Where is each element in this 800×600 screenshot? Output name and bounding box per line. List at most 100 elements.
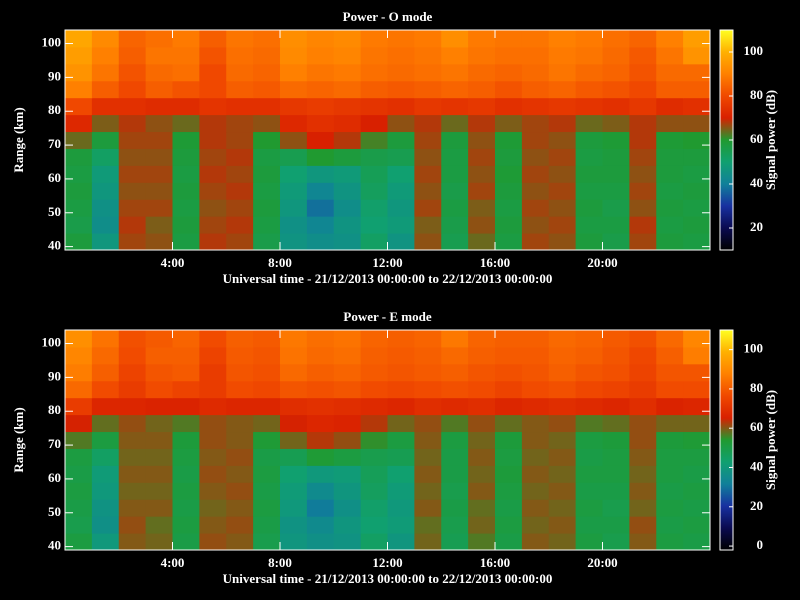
heatmap-cell [226, 499, 254, 517]
heatmap-cell [360, 114, 388, 133]
heatmap-cell [65, 30, 93, 48]
heatmap-cell [199, 414, 227, 433]
heatmap-cell [172, 380, 200, 399]
heatmap-cell [602, 165, 630, 183]
heatmap-cell [280, 182, 308, 200]
heatmap-cell [683, 30, 711, 48]
heatmap-cell [521, 482, 550, 500]
colorbar-tick-label: 0 [757, 537, 764, 552]
heatmap-cell [468, 216, 496, 234]
heatmap-cell [253, 30, 281, 48]
heatmap-cell [360, 131, 388, 149]
heatmap-cell [333, 346, 362, 365]
heatmap-cell [306, 516, 335, 534]
heatmap-cell [199, 199, 227, 217]
heatmap-cell [414, 330, 442, 348]
heatmap-cell [118, 346, 147, 365]
heatmap-cell [387, 516, 415, 534]
heatmap-cell [495, 63, 523, 82]
heatmap-cell [172, 499, 200, 517]
heatmap-cell [575, 80, 603, 99]
heatmap-cell [253, 199, 281, 217]
heatmap-cell [280, 380, 308, 399]
heatmap-cell [656, 330, 684, 348]
heatmap-cell [441, 233, 469, 251]
heatmap-cell [387, 482, 415, 500]
heatmap-cell [521, 499, 550, 517]
heatmap-cell [65, 533, 93, 551]
heatmap-cell [602, 330, 630, 348]
heatmap-cell [360, 330, 388, 348]
heatmap-cell [360, 199, 388, 217]
y-tick-label: 50 [48, 504, 61, 519]
heatmap-cell [253, 516, 281, 534]
heatmap-cell [495, 199, 523, 217]
heatmap-cell [65, 46, 93, 65]
heatmap-cell [172, 165, 200, 183]
heatmap-cell [226, 199, 254, 217]
heatmap-cell [575, 216, 603, 234]
heatmap-cell [575, 63, 603, 82]
heatmap-cell [172, 63, 200, 82]
heatmap-cell [656, 448, 684, 466]
heatmap-cell [683, 148, 711, 166]
heatmap-cell [414, 380, 442, 399]
heatmap-cell [602, 63, 630, 82]
heatmap-cell [575, 182, 603, 200]
heatmap-cell [414, 499, 442, 517]
heatmap-cell [602, 80, 630, 99]
heatmap-cell [575, 346, 603, 365]
heatmap-cell [333, 448, 362, 466]
heatmap-cell [253, 346, 281, 365]
heatmap-cell [602, 516, 630, 534]
chart-title: Power - E mode [343, 309, 431, 324]
y-tick-label: 60 [48, 470, 61, 485]
heatmap-cell [226, 182, 254, 200]
heatmap-cell [360, 414, 388, 433]
heatmap-cell [521, 63, 550, 82]
heatmap-cell [172, 131, 200, 149]
heatmap-cell [253, 363, 281, 382]
heatmap-cell [629, 114, 657, 133]
heatmap-cell [118, 233, 147, 251]
heatmap-cell [441, 465, 469, 483]
heatmap-cell [333, 148, 362, 166]
y-tick-label: 70 [48, 136, 61, 151]
heatmap-cell [280, 114, 308, 133]
heatmap-cell [656, 63, 684, 82]
heatmap-cell [414, 63, 442, 82]
heatmap-cell [145, 482, 173, 500]
heatmap-cell [548, 114, 577, 133]
heatmap-cell [172, 330, 200, 348]
heatmap-cell [441, 499, 469, 517]
heatmap-cell [683, 131, 711, 149]
heatmap-cell [333, 114, 362, 133]
heatmap-cell [172, 346, 200, 365]
colorbar-tick-label: 20 [750, 498, 763, 513]
heatmap-cell [387, 414, 415, 433]
heatmap-cell [441, 114, 469, 133]
heatmap-cell [226, 148, 254, 166]
heatmap-cell [91, 346, 120, 365]
heatmap-cell [441, 533, 469, 551]
heatmap-cell [145, 516, 173, 534]
heatmap-cell [683, 482, 711, 500]
heatmap-cell [548, 80, 577, 99]
heatmap-cell [441, 346, 469, 365]
x-tick-label: 8:00 [268, 255, 292, 270]
heatmap-cell [414, 148, 442, 166]
heatmap-cell [226, 482, 254, 500]
heatmap-cell [495, 330, 523, 348]
heatmap-cell [333, 182, 362, 200]
heatmap-cell [199, 63, 227, 82]
heatmap-cell [683, 199, 711, 217]
heatmap-cell [145, 165, 173, 183]
heatmap-cell [575, 516, 603, 534]
heatmap-cell [495, 380, 523, 399]
heatmap-cell [629, 465, 657, 483]
heatmap-cell [414, 431, 442, 449]
heatmap-cell [656, 182, 684, 200]
heatmap-cell [172, 97, 200, 116]
heatmap-cell [468, 516, 496, 534]
